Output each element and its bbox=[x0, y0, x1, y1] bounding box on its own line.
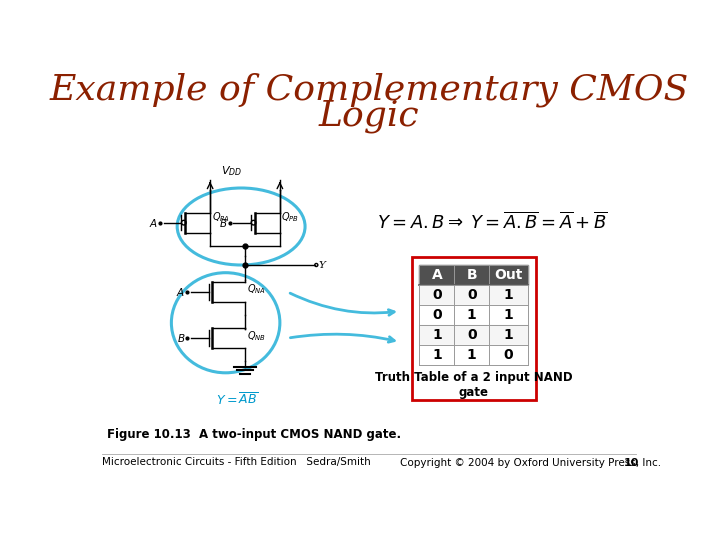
Text: 1: 1 bbox=[503, 328, 513, 342]
Bar bbox=[419, 265, 528, 285]
Text: Example of Complementary CMOS: Example of Complementary CMOS bbox=[50, 72, 688, 107]
Text: B: B bbox=[467, 268, 477, 282]
Text: $A$: $A$ bbox=[149, 217, 158, 228]
Text: Y: Y bbox=[319, 260, 325, 269]
Text: 10: 10 bbox=[624, 457, 639, 468]
Text: Out: Out bbox=[495, 268, 523, 282]
Text: Microelectronic Circuits - Fifth Edition   Sedra/Smith: Microelectronic Circuits - Fifth Edition… bbox=[102, 457, 370, 468]
Text: $Y = A.B \Rightarrow$: $Y = A.B \Rightarrow$ bbox=[377, 214, 464, 232]
Text: 1: 1 bbox=[503, 288, 513, 302]
Text: Logic: Logic bbox=[319, 99, 419, 133]
Text: $B$: $B$ bbox=[220, 217, 228, 228]
Text: $A$: $A$ bbox=[176, 286, 185, 298]
Bar bbox=[419, 305, 528, 325]
Text: $Q_{PA}$: $Q_{PA}$ bbox=[212, 211, 230, 224]
Text: 1: 1 bbox=[432, 328, 441, 342]
Text: 1: 1 bbox=[503, 308, 513, 322]
Bar bbox=[419, 345, 528, 365]
Text: $Y = \overline{A.B} = \overline{A}+\overline{B}$: $Y = \overline{A.B} = \overline{A}+\over… bbox=[469, 212, 608, 233]
Text: 0: 0 bbox=[467, 288, 477, 302]
Text: A: A bbox=[431, 268, 442, 282]
Text: 1: 1 bbox=[432, 348, 441, 362]
Text: $V_{DD}$: $V_{DD}$ bbox=[221, 164, 243, 178]
Text: Copyright © 2004 by Oxford University Press, Inc.: Copyright © 2004 by Oxford University Pr… bbox=[400, 457, 661, 468]
FancyBboxPatch shape bbox=[412, 257, 536, 400]
Text: Truth Table of a 2 input NAND
gate: Truth Table of a 2 input NAND gate bbox=[375, 372, 572, 399]
Text: $Q_{NB}$: $Q_{NB}$ bbox=[246, 329, 266, 343]
Text: $Q_{PB}$: $Q_{PB}$ bbox=[282, 211, 300, 224]
Bar bbox=[419, 325, 528, 345]
Text: $B$: $B$ bbox=[177, 332, 185, 344]
Text: 0: 0 bbox=[504, 348, 513, 362]
Text: $Y = \overline{AB}$: $Y = \overline{AB}$ bbox=[216, 392, 258, 408]
Text: 0: 0 bbox=[432, 308, 441, 322]
Text: 1: 1 bbox=[467, 308, 477, 322]
Text: 0: 0 bbox=[467, 328, 477, 342]
Text: 0: 0 bbox=[432, 288, 441, 302]
Bar bbox=[419, 285, 528, 305]
Text: 1: 1 bbox=[467, 348, 477, 362]
Text: Figure 10.13  A two-input CMOS NAND gate.: Figure 10.13 A two-input CMOS NAND gate. bbox=[107, 428, 401, 441]
Text: $Q_{NA}$: $Q_{NA}$ bbox=[246, 282, 266, 296]
